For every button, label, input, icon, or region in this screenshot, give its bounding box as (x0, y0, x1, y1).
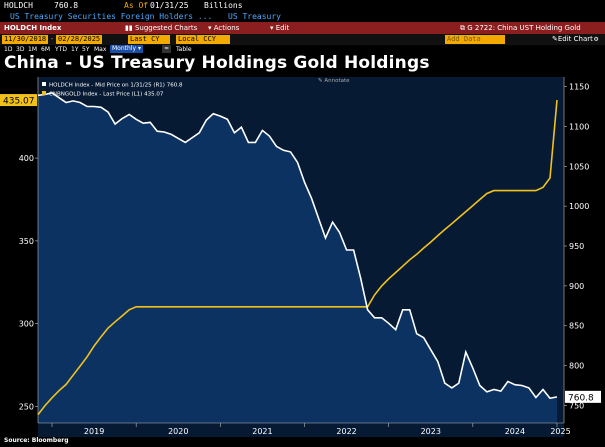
gold-last-value-box (0, 94, 37, 107)
holdings-area (38, 92, 557, 424)
period-6m[interactable]: 6M (41, 46, 50, 53)
right-tick-label: 1150 (569, 83, 589, 92)
period-ytd[interactable]: YTD (55, 46, 67, 53)
holdings-last-value-text: 760.8 (568, 393, 594, 403)
x-tick-label: 2020 (168, 427, 188, 436)
legend-swatch (42, 91, 46, 95)
chevron-down-icon: ▾ (136, 45, 141, 52)
table-button[interactable]: Table (176, 46, 192, 53)
right-tick-label: 750 (569, 401, 584, 410)
x-tick-label: 2019 (84, 427, 104, 436)
right-tick-label: 850 (569, 322, 584, 331)
period-select[interactable]: Last CY (128, 35, 170, 44)
share-icon: ⧉ (460, 24, 468, 32)
units-label: Billions (204, 1, 243, 10)
suggested-charts-button[interactable]: ▮▮ Suggested Charts (125, 22, 197, 34)
gold-last-value-text: 435.07 (3, 97, 35, 107)
holdings-last-value-box (565, 390, 601, 403)
as-of-date[interactable]: 01/31/25 (150, 1, 189, 10)
period-max[interactable]: Max (94, 46, 107, 53)
period-5y[interactable]: 5Y (82, 46, 90, 53)
actions-label: Actions (213, 24, 240, 32)
x-tick-label: 2024 (505, 427, 525, 436)
right-tick-label: 1000 (569, 202, 589, 211)
legend: HOLDCH Index - Mid Price on 1/31/25 (R1)… (42, 78, 350, 98)
right-tick-label: 1100 (569, 122, 589, 131)
add-data-input[interactable]: Add Data (445, 35, 505, 44)
x-tick-label: 2022 (336, 427, 356, 436)
chart-title: China - US Treasury Holdings Gold Holdin… (4, 53, 430, 73)
index-name[interactable]: HOLDCH Index (4, 24, 62, 32)
source-note: Source: Bloomberg (4, 437, 69, 444)
edit-chart-button[interactable]: ✎Edit Chart (552, 34, 593, 45)
end-date-input[interactable]: 02/28/2025 (56, 35, 103, 44)
legend-swatch (42, 82, 46, 86)
actions-button[interactable]: ▾ Actions (208, 22, 239, 34)
period-1d[interactable]: 1D (4, 46, 13, 53)
left-tick-label: 350 (19, 237, 34, 246)
legend-entry: CNBNGOLD Index - Last Price (L1) 435.07 (49, 92, 164, 98)
period-1m[interactable]: 1M (28, 46, 37, 53)
chart-ref-label: G 2722: China UST Holding Gold (467, 24, 581, 32)
currency-select[interactable]: Local CCY (176, 35, 230, 44)
frequency-label: Monthly (112, 45, 137, 52)
ticker-label[interactable]: HOLDCH (4, 1, 33, 10)
period-bar: 1D 3D 1M 6M YTD 1Y 5Y Max Monthly ▾ ≈ Ta… (0, 45, 605, 54)
left-tick-label: 400 (19, 154, 34, 163)
frequency-select[interactable]: Monthly ▾ (110, 45, 143, 53)
left-tick-label: 300 (19, 320, 34, 329)
right-tick-label: 800 (569, 362, 584, 371)
edit-button[interactable]: ▾ Edit (270, 22, 289, 34)
security-name: US Treasury Securities Foreign Holders .… (10, 12, 213, 21)
left-tick-label: 250 (19, 402, 34, 411)
suggested-charts-label: Suggested Charts (134, 24, 198, 32)
treasury-holdings-line (37, 92, 558, 400)
security-header: HOLDCH 760.8 As Of 01/31/25 Billions (0, 0, 605, 11)
security-category: US Treasury (228, 12, 281, 21)
date-range-bar: 11/30/2018 - 02/28/2025 Last CY Local CC… (0, 34, 605, 45)
annotate-control: ✎ Annotate (318, 78, 350, 84)
right-tick-label: 1050 (569, 162, 589, 171)
x-tick-label: 2023 (421, 427, 441, 436)
last-value: 760.8 (54, 1, 79, 10)
as-of-label: As Of (124, 1, 149, 10)
gold-last-value-label: 435.07 (0, 94, 37, 107)
edit-icon: ✎ (552, 35, 558, 43)
right-tick-label: 900 (569, 282, 584, 291)
dropdown-icon: ▾ (270, 24, 276, 32)
x-tick-label: 2021 (252, 427, 272, 436)
x-tick-label: 2025 (550, 427, 570, 436)
edit-label: Edit (275, 24, 290, 32)
edit-chart-label: Edit Chart (557, 35, 593, 43)
right-tick-label: 950 (569, 242, 584, 251)
period-1y[interactable]: 1Y (71, 46, 79, 53)
settings-icon[interactable]: ⚙ (594, 35, 599, 43)
chart-icon: ▮▮ (125, 24, 135, 32)
start-date-input[interactable]: 11/30/2018 (2, 35, 49, 44)
security-description: US Treasury Securities Foreign Holders .… (0, 11, 605, 22)
dropdown-icon: ▾ (208, 24, 214, 32)
chart-type-icon[interactable]: ≈ (162, 45, 172, 53)
holdings-last-value-label: 760.8 (565, 390, 601, 403)
annotate-label: ✎ Annotate (318, 78, 350, 84)
chart-toolbar: HOLDCH Index ▮▮ Suggested Charts ▾ Actio… (0, 22, 605, 34)
gold-holdings-line (37, 100, 558, 416)
legend-entry: HOLDCH Index - Mid Price on 1/31/25 (R1)… (49, 83, 183, 89)
date-separator: - (50, 35, 55, 43)
chart-ref[interactable]: ⧉ G 2722: China UST Holding Gold (460, 22, 581, 34)
period-3d[interactable]: 3D (16, 46, 25, 53)
